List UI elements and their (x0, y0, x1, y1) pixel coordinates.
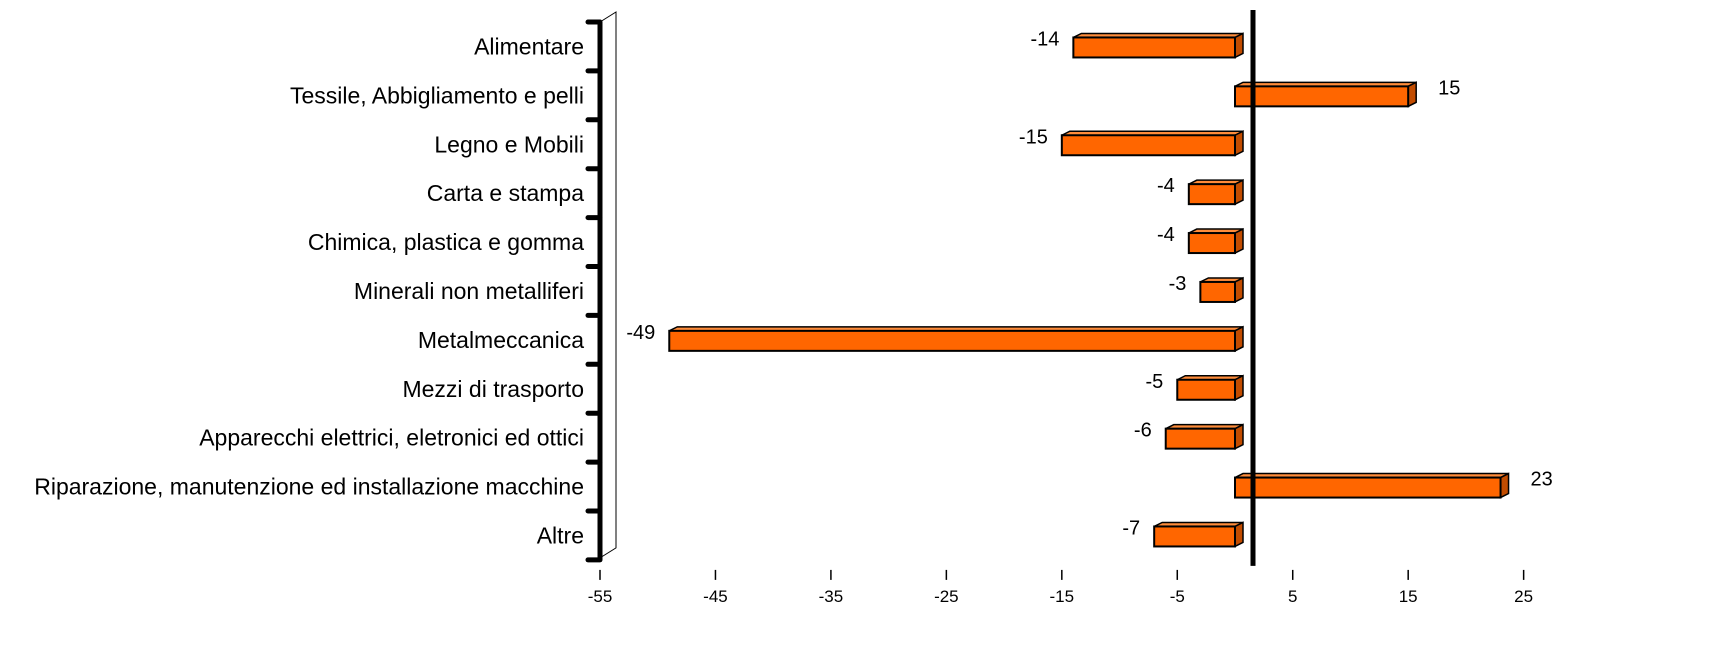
bars-group (668, 32, 1510, 548)
bar-side-face (1499, 472, 1510, 499)
data-label: -49 (626, 322, 655, 344)
category-label: Legno e Mobili (434, 131, 584, 157)
bar (668, 325, 1244, 353)
bar-side-face (1234, 32, 1244, 59)
bar (1187, 227, 1244, 255)
bar (1234, 81, 1417, 108)
data-label: -14 (1030, 28, 1059, 50)
bar (1199, 276, 1244, 304)
bar (1164, 423, 1244, 450)
value-tick-label: 15 (1399, 587, 1418, 606)
data-label: -3 (1169, 273, 1187, 295)
value-axis-group: -55 -45 -35 -25 -15 -5 5 15 25 (588, 10, 1533, 606)
bar (1153, 521, 1244, 548)
value-tick-label: -25 (934, 587, 959, 606)
bar-front-face (1234, 476, 1502, 499)
bar-side-face (1234, 521, 1244, 548)
bar (1072, 32, 1244, 59)
bar-side-face (1407, 81, 1417, 108)
bar-front-face (1164, 427, 1237, 450)
data-label: 15 (1438, 77, 1460, 99)
bar-front-face (1060, 134, 1237, 157)
bar (1176, 374, 1244, 401)
bar-side-face (1234, 374, 1244, 401)
category-label: Minerali non metalliferi (354, 278, 584, 304)
bar-front-face (1199, 280, 1237, 303)
bar-side-face (1234, 130, 1244, 157)
value-tick-label: -15 (1050, 587, 1075, 606)
category-label: Metalmeccanica (418, 327, 584, 353)
data-label: -7 (1122, 517, 1140, 539)
category-label: Mezzi di trasporto (402, 376, 584, 402)
category-axis-group: Alimentare Tessile, Abbigliamento e pelli… (34, 11, 617, 563)
bar-front-face (1187, 232, 1237, 255)
category-label: Riparazione, manutenzione ed installazio… (34, 474, 584, 500)
data-labels-group: -14 15 -15 -4 -4 -3 -49 -5 -6 23 -7 (626, 28, 1552, 539)
category-label: Altre (537, 522, 584, 548)
value-tick-label: -45 (703, 587, 728, 606)
bar-side-face (1234, 178, 1244, 206)
bar-front-face (1234, 85, 1410, 108)
data-label: -15 (1019, 126, 1048, 148)
value-tick-label: -35 (819, 587, 844, 606)
value-tick-label: -5 (1170, 587, 1185, 606)
category-label: Alimentare (474, 33, 584, 59)
bar-side-face (1234, 227, 1244, 255)
data-label: -5 (1145, 371, 1163, 393)
category-label: Carta e stampa (427, 180, 584, 206)
value-tick-label: 25 (1514, 587, 1533, 606)
category-label: Tessile, Abbigliamento e pelli (290, 82, 584, 108)
bar (1234, 472, 1510, 499)
bar (1060, 130, 1244, 157)
bar-front-face (1187, 183, 1237, 206)
bar-side-face (1234, 276, 1244, 304)
data-label: -4 (1157, 175, 1175, 197)
value-tick-label: -55 (588, 587, 613, 606)
data-label: 23 (1531, 469, 1553, 491)
bar-front-face (1153, 525, 1236, 548)
bar-side-face (1234, 423, 1244, 450)
bar (1187, 178, 1244, 206)
category-label: Chimica, plastica e gomma (308, 229, 584, 255)
value-tick-label: 5 (1288, 587, 1297, 606)
data-label: -6 (1134, 420, 1152, 442)
data-label: -4 (1157, 224, 1175, 246)
bar-side-face (1234, 325, 1244, 353)
bar-front-face (1176, 378, 1236, 401)
bar-front-face (1072, 36, 1237, 59)
bar-front-face (668, 329, 1236, 352)
category-label: Apparecchi elettrici, eletronici ed otti… (199, 425, 584, 451)
